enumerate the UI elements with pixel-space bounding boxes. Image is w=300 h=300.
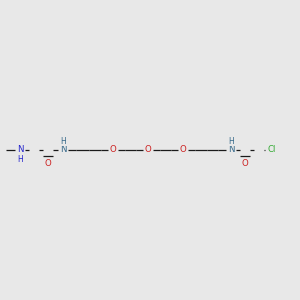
- Text: H: H: [17, 154, 23, 164]
- Text: O: O: [45, 160, 51, 169]
- Text: O: O: [145, 146, 152, 154]
- Text: O: O: [110, 146, 116, 154]
- Text: H: H: [60, 136, 66, 146]
- Text: N: N: [17, 146, 23, 154]
- Text: N: N: [228, 146, 234, 154]
- Text: O: O: [242, 160, 248, 169]
- Text: Cl: Cl: [268, 146, 276, 154]
- Text: N: N: [60, 146, 66, 154]
- Text: O: O: [180, 146, 186, 154]
- Text: H: H: [228, 136, 234, 146]
